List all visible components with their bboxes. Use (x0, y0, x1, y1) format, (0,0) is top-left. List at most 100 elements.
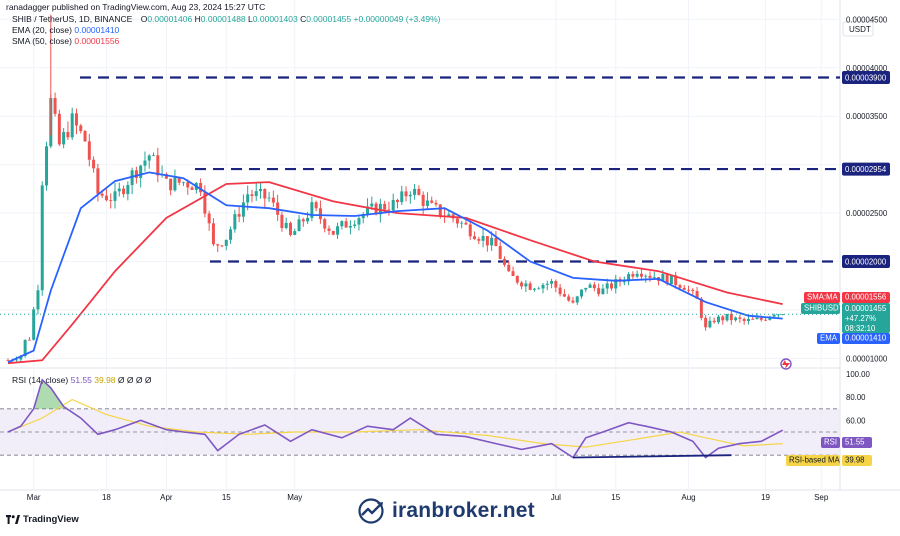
candle (139, 164, 143, 188)
candle (575, 295, 579, 305)
ohlc-c-label: C (300, 14, 307, 24)
candle (605, 278, 609, 294)
rsi-legend-ma: 39.98 (94, 375, 116, 385)
candle (721, 314, 725, 325)
candle (558, 283, 562, 297)
candle (485, 235, 489, 252)
candle (301, 217, 305, 227)
rsi-legend-extra: Ø Ø Ø Ø (117, 375, 152, 385)
candle (152, 152, 156, 157)
lightning-icon (782, 360, 790, 369)
chart-growth-icon (358, 498, 384, 524)
candle (53, 92, 57, 117)
candle (631, 271, 635, 279)
svg-text:0.00002954: 0.00002954 (845, 165, 887, 174)
candle (271, 190, 275, 207)
candle (203, 185, 207, 218)
symbol-legend[interactable]: SHIB / TetherUS, 1D, BINANCE O0.00001406… (12, 14, 440, 24)
watermark: iranbroker.net (358, 498, 535, 524)
candle (601, 284, 605, 295)
svg-text:EMA: EMA (820, 334, 838, 343)
currency-label: USDT (849, 25, 871, 34)
candle (233, 209, 237, 233)
candle (455, 216, 459, 228)
bar-countdown: 08:32:10 (845, 324, 876, 333)
candle (130, 167, 134, 195)
tradingview-logo[interactable]: TradingView (6, 514, 79, 525)
candle (682, 285, 686, 290)
horizontal-levels[interactable] (80, 76, 840, 263)
symbol-change: +47.27% (845, 314, 876, 323)
candle (113, 182, 117, 209)
candle (537, 286, 541, 290)
sma-name-badge: SMA:MA (804, 292, 840, 303)
time-tick-label: Jul (551, 493, 561, 502)
rsi-legend[interactable]: RSI (14, close) 51.55 39.98 Ø Ø Ø Ø (12, 375, 151, 385)
candle (318, 200, 322, 224)
candle (644, 274, 648, 283)
candle (344, 217, 348, 228)
candle (327, 225, 331, 235)
candle (669, 275, 673, 285)
candle (126, 181, 130, 201)
candle (507, 260, 511, 273)
candle (712, 317, 716, 324)
candle (588, 282, 592, 289)
candle (580, 289, 584, 299)
candle (104, 188, 108, 202)
sma-50-line (7, 181, 783, 365)
currency-button[interactable] (842, 21, 874, 37)
candle (216, 243, 220, 252)
rsi-divergence-line[interactable] (572, 454, 732, 459)
candle (190, 185, 194, 190)
time-tick-label: 19 (761, 493, 770, 502)
svg-text:SMA:MA: SMA:MA (807, 293, 839, 302)
ema-legend[interactable]: EMA (20, close) 0.00001410 (12, 25, 119, 35)
rsi-tick-label: 100.00 (846, 370, 871, 379)
candle (395, 198, 399, 209)
candle (614, 274, 618, 294)
candle (36, 284, 40, 315)
candle (687, 285, 691, 294)
ema-value-badge: 0.00001410 (842, 333, 890, 344)
moving-averages (0, 171, 840, 370)
candle (592, 281, 596, 292)
symbol-name: SHIB / TetherUS, 1D, BINANCE (12, 14, 133, 24)
ohlc-l-label: L (248, 14, 253, 24)
tradingview-text: TradingView (23, 514, 79, 525)
candle (74, 108, 78, 135)
ema-name-badge: EMA (817, 333, 840, 344)
rsi-pane[interactable] (0, 378, 840, 459)
candle (434, 199, 438, 207)
candle (6, 358, 10, 362)
ohlc-l: 0.00001403 (252, 14, 298, 24)
candle (361, 212, 365, 224)
candle (122, 185, 126, 198)
candle (627, 271, 631, 286)
symbol-price-badge: 0.00001455+47.27%08:32:10 (842, 303, 890, 333)
candle (764, 318, 768, 322)
symbol-name-badge: SHIBUSDT (801, 303, 844, 314)
rsi-value-badge: 51.55 (842, 437, 872, 448)
candle (734, 316, 738, 322)
candle (695, 287, 699, 299)
candle (498, 241, 502, 260)
ema-legend-label: EMA (20, close) (12, 25, 72, 35)
time-tick-label: 18 (102, 493, 111, 502)
time-axis[interactable]: Mar 18 Apr 15 May Jul 15 Aug 19 Sep (27, 493, 829, 502)
svg-text:51.55: 51.55 (845, 438, 865, 447)
candle (357, 216, 361, 231)
candle (143, 151, 147, 172)
rsi-ma-value-badge: 39.98 (842, 455, 872, 466)
ohlc-c: 0.00001455 (306, 14, 352, 24)
candle (425, 192, 429, 210)
sma-legend[interactable]: SMA (50, close) 0.00001556 (12, 36, 119, 46)
candle (746, 315, 750, 325)
sma-legend-label: SMA (50, close) (12, 36, 72, 46)
candle (541, 282, 545, 294)
rsi-line (7, 378, 784, 459)
candle (310, 196, 314, 222)
price-tick-label: 0.00001000 (846, 354, 888, 363)
